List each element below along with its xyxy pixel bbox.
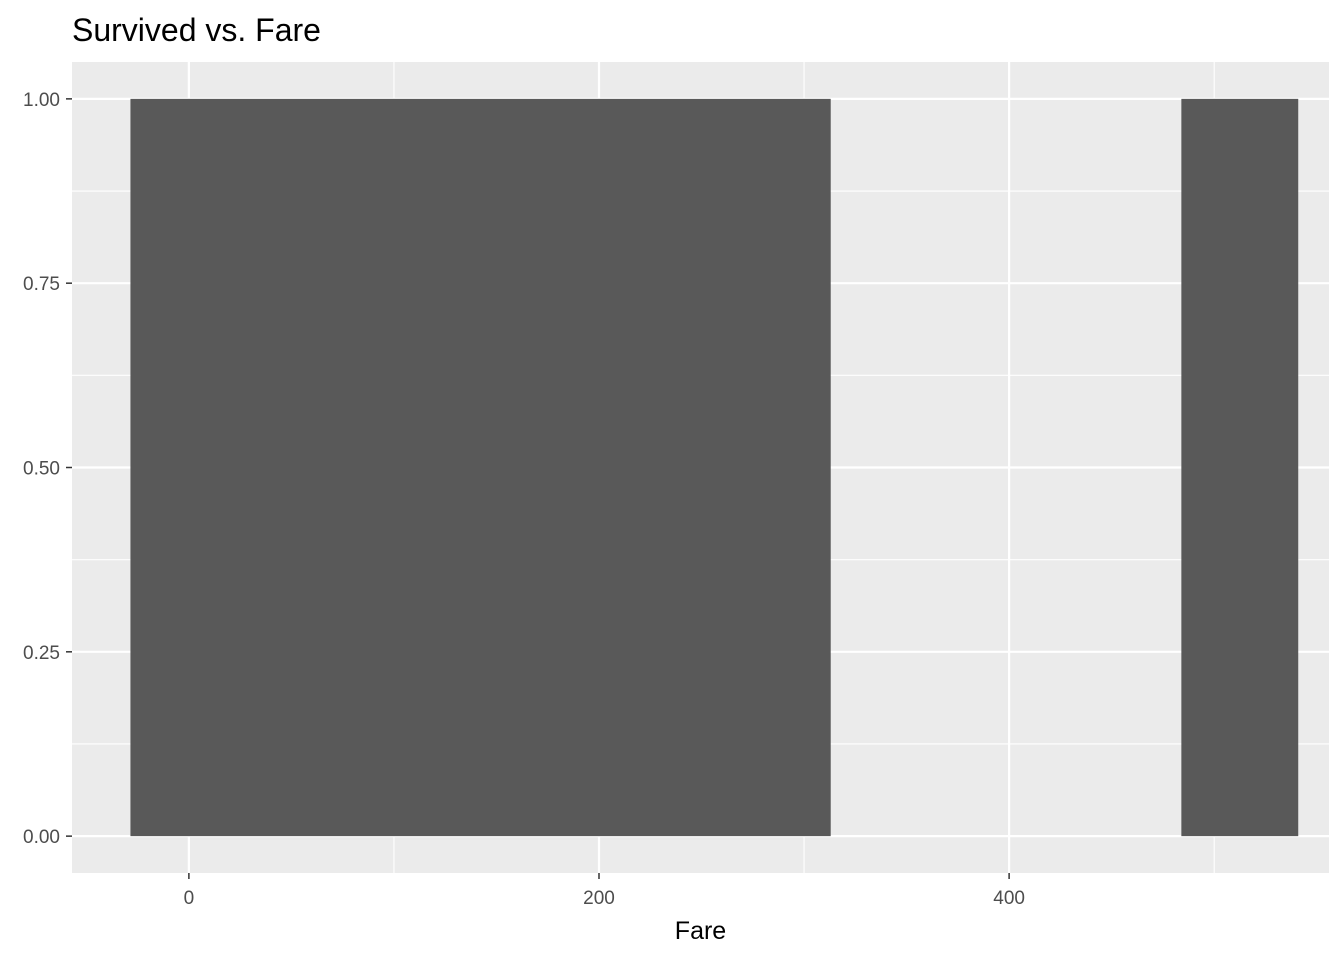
bars — [130, 98, 1299, 837]
y-tick-label: 0.75 — [23, 274, 60, 295]
y-tick-label: 0.00 — [23, 827, 60, 848]
y-tick-label: 0.25 — [23, 643, 60, 664]
y-tick-label: 1.00 — [23, 90, 60, 111]
x-tick-label: 200 — [583, 888, 615, 909]
bar-2 — [1181, 98, 1299, 837]
bar-1 — [130, 98, 831, 837]
x-axis: 0 200 400 — [184, 873, 1025, 909]
y-tick-label: 0.50 — [23, 459, 60, 480]
y-axis: 0.00 0.25 0.50 0.75 1.00 — [23, 90, 72, 848]
x-tick-label: 0 — [184, 888, 195, 909]
x-axis-title: Fare — [675, 917, 726, 945]
x-tick-label: 400 — [993, 888, 1025, 909]
chart-title: Survived vs. Fare — [72, 12, 321, 48]
